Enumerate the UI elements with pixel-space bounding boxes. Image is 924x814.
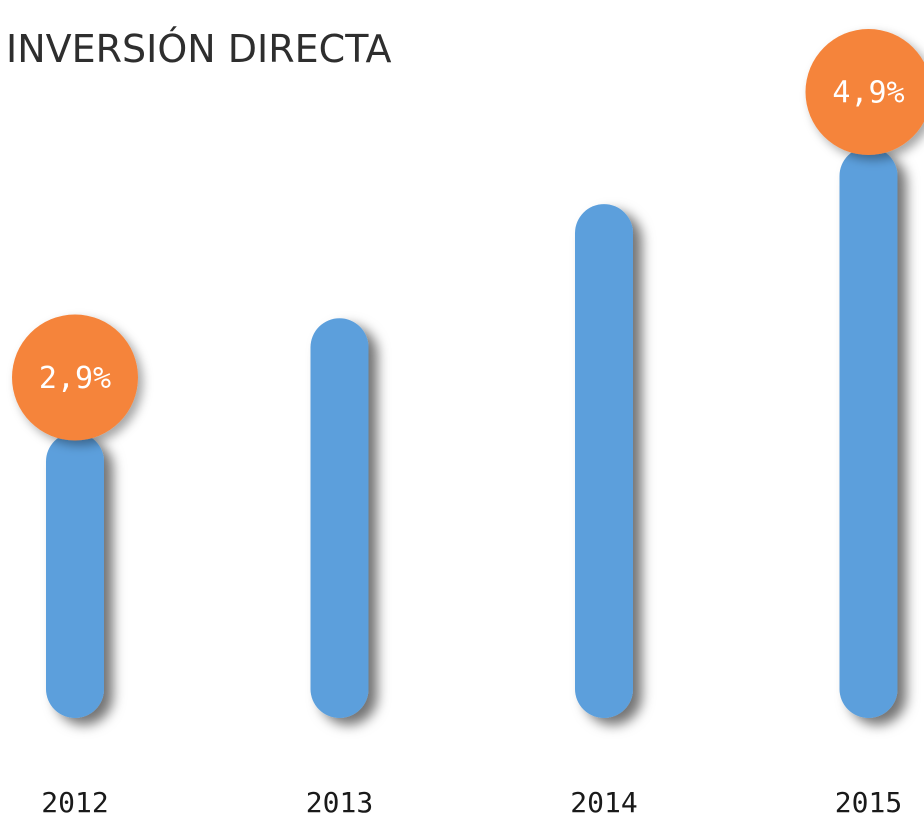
bar bbox=[839, 147, 898, 718]
value-label-badge bbox=[12, 314, 138, 441]
x-tick-label: 2013 bbox=[306, 786, 373, 814]
value-label: 4,9% bbox=[832, 76, 904, 111]
value-label: 2,9% bbox=[39, 361, 111, 396]
bar bbox=[575, 204, 633, 719]
x-tick-label: 2015 bbox=[835, 786, 902, 814]
x-tick-label: 2014 bbox=[570, 786, 637, 814]
bar bbox=[46, 432, 104, 718]
x-tick-label: 2012 bbox=[41, 786, 108, 814]
chart-title: INVERSIÓN DIRECTA bbox=[6, 27, 391, 71]
value-label-badge bbox=[805, 29, 924, 155]
bar bbox=[310, 318, 369, 718]
